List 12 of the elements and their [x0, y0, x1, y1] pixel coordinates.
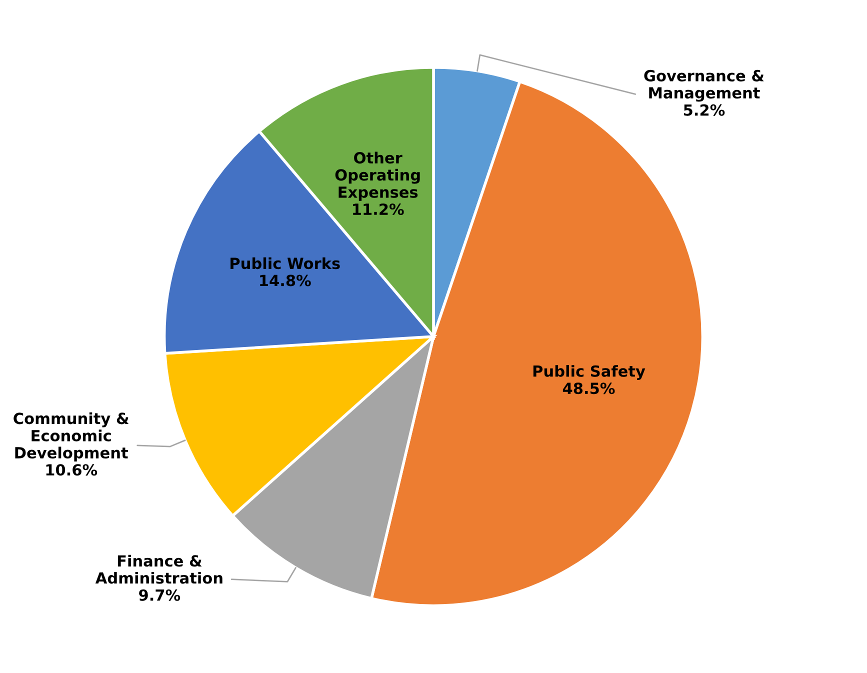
data-label: 5.2% [684, 104, 725, 116]
data-label: 9.7% [139, 589, 180, 601]
slice-label: Other Operating Expenses [335, 152, 420, 201]
slice-label: Governance & Management [644, 70, 764, 102]
slice-label: Public Safety [533, 365, 646, 380]
data-label: 14.8% [260, 274, 311, 286]
data-label: 10.6% [46, 464, 98, 476]
data-label: 48.5% [562, 382, 615, 394]
data-label: 11.2% [353, 203, 404, 216]
slice-label: Finance & Administration [95, 554, 222, 584]
slice-label: Community & Economic Development [14, 412, 129, 462]
slice-label: Public Works [230, 257, 340, 270]
